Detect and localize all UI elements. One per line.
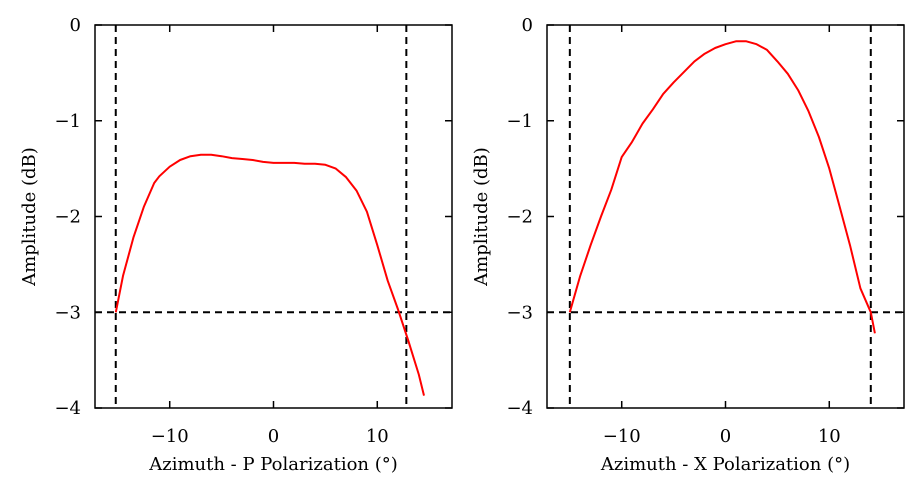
- x-tick-label: −10: [151, 426, 189, 447]
- y-tick-label: −2: [506, 207, 533, 228]
- x-tick-label: 0: [268, 426, 279, 447]
- y-tick-label: −3: [506, 302, 533, 323]
- y-tick-label: −2: [54, 207, 81, 228]
- x-tick-label: −10: [603, 426, 641, 447]
- y-axis-label: Amplitude (dB): [19, 147, 40, 287]
- series-line-1: [114, 153, 425, 396]
- x-tick-label: 0: [720, 426, 731, 447]
- chart-panel-2: −10 0 10 0 −1 −2 −3 −4 Azimuth - X Polarization …: [471, 15, 905, 475]
- x-axis-label: Azimuth - X Polarization (°): [600, 454, 850, 475]
- y-tick-label: −4: [506, 398, 533, 419]
- y-tick-label: −4: [54, 398, 81, 419]
- y-tick-label: 0: [70, 15, 81, 36]
- y-axis-label: Amplitude (dB): [471, 147, 492, 287]
- y-tick-label: −1: [506, 111, 533, 132]
- x-tick-label: 10: [818, 426, 841, 447]
- y-tick-label: −1: [54, 111, 81, 132]
- y-tick-label: −3: [54, 302, 81, 323]
- series-line-1: [568, 40, 876, 334]
- chart-panel-1: −10 0 10 0 −1 −2 −3 −4 Azimuth - P Polarization …: [19, 15, 453, 475]
- x-tick-label: 10: [366, 426, 389, 447]
- plot-frame: [94, 24, 453, 409]
- y-tick-label: 0: [522, 15, 533, 36]
- x-axis-label: Azimuth - P Polarization (°): [148, 454, 398, 475]
